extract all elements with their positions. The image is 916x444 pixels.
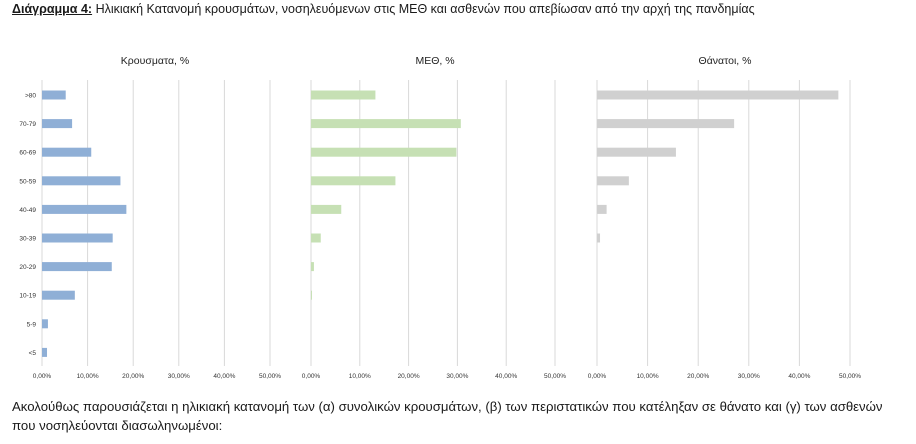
- category-label: 10-19: [19, 293, 36, 300]
- chart-1-bar: [42, 204, 127, 214]
- chart-1-bar: [42, 262, 112, 272]
- chart-3-tick-label: 40,00%: [788, 373, 810, 380]
- category-label: 60-69: [19, 150, 36, 157]
- chart-3-tick-label: 20,00%: [687, 373, 709, 380]
- chart-2-bar: [311, 290, 312, 300]
- category-label: >80: [25, 93, 36, 100]
- category-label: 40-49: [19, 207, 36, 214]
- chart-heading-text: Ηλικιακή Κατανομή κρουσμάτων, νοσηλευόμε…: [95, 2, 755, 16]
- chart-1-bar: [42, 119, 73, 129]
- chart-3-tick-label: 10,00%: [637, 373, 659, 380]
- chart-1-bar: [42, 147, 92, 157]
- chart-1-tick-label: 20,00%: [122, 373, 144, 380]
- category-label: <5: [29, 350, 37, 357]
- body-paragraph: Ακολούθως παρουσιάζεται η ηλικιακή καταν…: [12, 399, 883, 433]
- category-label: 30-39: [19, 236, 36, 243]
- chart-1-tick-label: 10,00%: [77, 373, 99, 380]
- chart-heading-label: Διάγραμμα 4:: [12, 2, 93, 16]
- chart-2-title: ΜΕΘ, %: [415, 55, 454, 67]
- chart-3-title: Θάνατοι, %: [699, 55, 752, 67]
- category-label: 20-29: [19, 264, 36, 271]
- chart-3-bar: [597, 90, 839, 100]
- category-label: 5-9: [27, 321, 37, 328]
- chart-2-bar: [311, 262, 314, 272]
- chart-1-tick-label: 30,00%: [168, 373, 190, 380]
- chart-2-tick-label: 0,00%: [302, 373, 321, 380]
- chart-2-tick-label: 40,00%: [495, 373, 517, 380]
- chart-3-bar: [597, 204, 607, 214]
- chart-1-tick-label: 0,00%: [33, 373, 52, 380]
- chart-2-tick-label: 20,00%: [398, 373, 420, 380]
- chart-2-bar: [311, 147, 457, 157]
- chart-1-bar: [42, 319, 48, 329]
- chart-3-tick-label: 0,00%: [588, 373, 607, 380]
- chart-1-bar: [42, 176, 121, 186]
- chart-3-bar: [597, 147, 676, 157]
- chart-3-bar: [597, 119, 735, 129]
- chart-1-bar: [42, 233, 113, 243]
- chart-3-bar: [597, 176, 629, 186]
- chart-2-bar: [311, 233, 321, 243]
- chart-1-tick-label: 40,00%: [213, 373, 235, 380]
- category-label: 50-59: [19, 178, 36, 185]
- chart-3-bar: [597, 233, 601, 243]
- chart-1-tick-label: 50,00%: [259, 373, 281, 380]
- chart-2-tick-label: 50,00%: [544, 373, 566, 380]
- chart-1-bar: [42, 290, 75, 300]
- chart-2-bar: [311, 90, 376, 100]
- category-label: 70-79: [19, 121, 36, 128]
- chart-2-bar: [311, 204, 342, 214]
- chart-1-title: Κρουσματα, %: [121, 55, 189, 67]
- chart-3-tick-label: 50,00%: [839, 373, 861, 380]
- chart-2-bar: [311, 176, 396, 186]
- chart-2-tick-label: 30,00%: [446, 373, 468, 380]
- chart-3-tick-label: 30,00%: [738, 373, 760, 380]
- chart-1-bar: [42, 90, 66, 100]
- chart-2-bar: [311, 119, 461, 129]
- chart-2-tick-label: 10,00%: [349, 373, 371, 380]
- chart-1-bar: [42, 347, 48, 357]
- charts-area: Κρουσματα, % 0,00% 10,00% 20,00% 30,00% 40,00…: [19, 55, 861, 380]
- chart-heading: Διάγραμμα 4: Ηλικιακή Κατανομή κρουσμάτω…: [12, 2, 755, 16]
